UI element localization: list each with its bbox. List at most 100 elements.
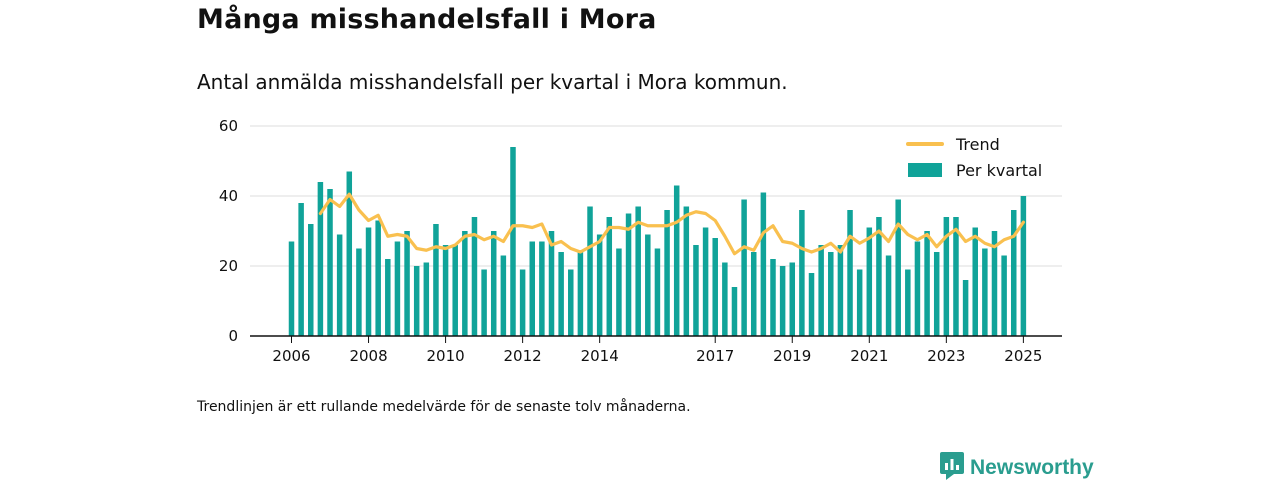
bar [693, 245, 699, 336]
trend-line [318, 192, 1025, 256]
bar [905, 269, 911, 336]
bar [490, 231, 497, 336]
bar [645, 234, 651, 336]
bar [673, 185, 680, 336]
bar [808, 273, 815, 336]
x-tick-label: 2025 [1004, 347, 1042, 365]
bar [356, 248, 362, 336]
bar [779, 266, 786, 336]
bar [876, 217, 882, 336]
bar [760, 192, 767, 336]
x-tick-label: 2010 [426, 347, 464, 365]
bar-series [288, 147, 1027, 336]
brand[interactable]: Newsworthy [940, 452, 1094, 484]
bar [481, 269, 487, 336]
bar [625, 213, 632, 336]
bar [385, 259, 391, 336]
bar [1001, 255, 1007, 336]
bar [568, 269, 574, 336]
x-tick-label: 2017 [696, 347, 734, 365]
bar [635, 206, 641, 336]
bar [847, 210, 853, 336]
bar [924, 231, 930, 336]
x-tick-label: 2023 [927, 347, 965, 365]
bar [577, 252, 584, 336]
bar [722, 262, 728, 336]
bar [856, 269, 863, 336]
legend-bar-label: Per kvartal [956, 161, 1042, 180]
bar [895, 199, 901, 336]
y-tick-label: 20 [219, 257, 238, 275]
bar [683, 206, 690, 336]
bar [828, 252, 834, 336]
trend-series [318, 192, 1025, 256]
bar [972, 227, 978, 336]
grid-lines: 0 20 40 60 [219, 117, 1062, 345]
x-tick-label: 2014 [581, 347, 619, 365]
bar [731, 287, 738, 336]
bar [750, 252, 757, 336]
bar [471, 217, 478, 336]
y-tick-label: 40 [219, 187, 238, 205]
bar [991, 231, 998, 336]
legend-trend-label: Trend [955, 135, 1000, 154]
bar [596, 234, 603, 336]
bar [298, 203, 304, 336]
x-tick-label: 2006 [272, 347, 310, 365]
bar [712, 238, 718, 336]
chart-title: Många misshandelsfall i Mora [197, 4, 657, 35]
bar [962, 280, 969, 336]
axes: 2006 2008 2010 2012 2014 2017 2019 2021 2023 2025 [250, 335, 1062, 365]
y-tick-label: 60 [219, 117, 238, 135]
bar [558, 252, 564, 336]
bar [933, 252, 940, 336]
legend: Trend Per kvartal [906, 135, 1042, 180]
bar [529, 241, 535, 336]
bar [789, 262, 796, 336]
brand-name: Newsworthy [970, 456, 1094, 479]
bar [654, 248, 661, 336]
bar [799, 210, 805, 336]
bar [818, 245, 824, 336]
bar [548, 231, 555, 336]
bar [914, 241, 921, 336]
bar [394, 241, 401, 336]
bar [539, 241, 545, 336]
bar [1011, 210, 1017, 336]
bar [404, 231, 410, 336]
bar [510, 147, 516, 336]
bar [953, 217, 959, 336]
bar [365, 227, 372, 336]
bar [519, 269, 526, 336]
bar [606, 217, 613, 336]
bar [702, 227, 709, 336]
legend-bar-swatch [908, 163, 942, 177]
footnote: Trendlinjen är ett rullande medelvärde f… [197, 399, 691, 415]
bar [288, 241, 295, 336]
bar [943, 217, 950, 336]
bar [885, 255, 892, 336]
bar [587, 206, 593, 336]
bar [413, 266, 420, 336]
bar [837, 245, 844, 336]
bar [866, 227, 873, 336]
y-tick-label: 0 [228, 327, 238, 345]
x-tick-label: 2008 [349, 347, 387, 365]
bar [1020, 196, 1027, 336]
bar [741, 199, 747, 336]
bar [664, 210, 670, 336]
bar [616, 248, 622, 336]
bar [336, 234, 343, 336]
bar [770, 259, 776, 336]
bar [375, 220, 381, 336]
x-tick-label: 2019 [773, 347, 811, 365]
bar [433, 224, 439, 336]
bar [308, 224, 314, 336]
bar [346, 171, 353, 336]
bar [317, 182, 324, 336]
bar [442, 245, 449, 336]
bar [452, 245, 458, 336]
bar [327, 189, 333, 336]
bar [462, 231, 468, 336]
